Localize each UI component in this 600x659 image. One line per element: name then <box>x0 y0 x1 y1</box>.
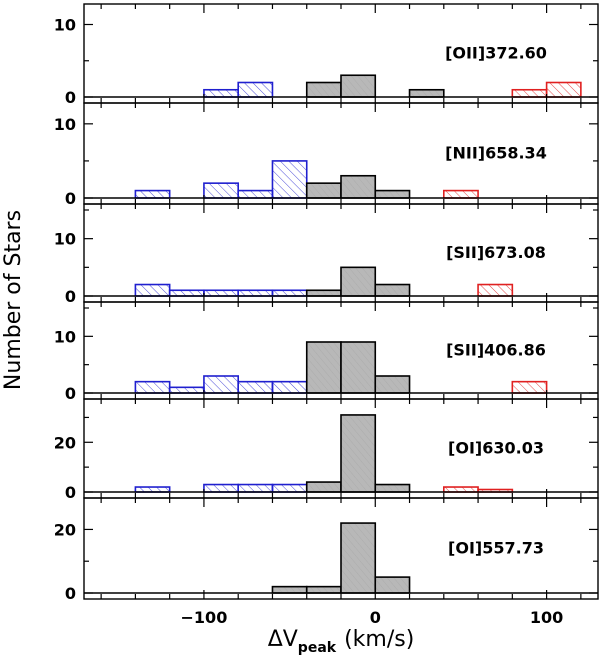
y-tick-label: 0 <box>65 88 76 107</box>
x-tick-label: −100 <box>181 608 228 627</box>
panel-2: 0 10 [NII]658.34 <box>54 102 599 208</box>
bar-blue-4-1 <box>134 380 171 394</box>
y-tick-label: 20 <box>54 520 76 539</box>
bar-gray-1-4 <box>340 74 377 98</box>
bar-gray-5-6 <box>340 414 377 493</box>
bar-blue-1-1 <box>203 88 240 98</box>
axis-titles: ΔVpeak (km/s) Number of Stars <box>1 210 414 656</box>
bar-blue-3-5 <box>271 289 308 297</box>
bar-gray-1-5 <box>408 88 445 98</box>
bar-red-2-8 <box>442 189 479 199</box>
panel-label: [OII]372.60 <box>445 43 547 62</box>
x-tick-label: 0 <box>370 608 381 627</box>
panel-label: [SII]673.08 <box>446 243 546 262</box>
x-axis: −100 0 100 <box>181 608 564 627</box>
y-axis-title: Number of Stars <box>1 210 26 390</box>
panel-3: 0 10 [SII]673.08 <box>54 203 599 306</box>
bar-gray-2-7 <box>374 189 411 199</box>
y-tick-label: 10 <box>54 327 76 346</box>
y-tick-label: 20 <box>54 433 76 452</box>
bar-gray-6-4 <box>374 576 411 594</box>
panel-label: [SII]406.86 <box>446 340 546 359</box>
bar-gray-2-6 <box>340 174 377 199</box>
y-tick-label: 0 <box>65 584 76 603</box>
bar-red-1-6 <box>511 88 548 98</box>
bar-blue-2-1 <box>134 189 171 199</box>
panels-group: 0 10 [OII]372.60 0 10 [NII]658.34 0 10 [SII]673.… <box>54 3 599 603</box>
bar-blue-2-2 <box>203 182 240 199</box>
panel-label: [OI]630.03 <box>448 438 544 457</box>
x-axis-title-unit: (km/s) <box>344 627 414 652</box>
panel-4: 0 10 [SII]406.86 <box>54 301 599 403</box>
y-tick-label: 0 <box>65 483 76 502</box>
bar-blue-3-1 <box>134 283 171 297</box>
bar-gray-3-6 <box>305 289 342 297</box>
bar-blue-5-3 <box>237 483 274 493</box>
bar-gray-6-1 <box>271 585 308 594</box>
panel-1: 0 10 [OII]372.60 <box>54 3 599 107</box>
y-tick-label: 0 <box>65 287 76 306</box>
bar-blue-2-4 <box>271 160 308 199</box>
x-axis-title-main: ΔV <box>268 627 298 652</box>
panel-6: 0 20 [OI]557.73 <box>54 497 599 603</box>
bar-gray-1-3 <box>305 81 342 98</box>
y-tick-label: 10 <box>54 115 76 134</box>
bar-red-3-9 <box>477 283 514 297</box>
panel-label: [NII]658.34 <box>445 144 547 163</box>
y-tick-label: 10 <box>54 230 76 249</box>
bar-gray-2-5 <box>305 182 342 199</box>
bar-gray-3-7 <box>340 266 377 297</box>
bar-gray-6-3 <box>340 522 377 594</box>
y-tick-label: 0 <box>65 189 76 208</box>
bar-blue-1-2 <box>237 81 274 98</box>
y-tick-label: 0 <box>65 384 76 403</box>
bar-gray-4-7 <box>340 341 377 394</box>
bar-blue-4-4 <box>237 380 274 394</box>
bar-blue-2-3 <box>237 189 274 199</box>
bar-red-1-7 <box>545 81 582 98</box>
bar-gray-5-7 <box>374 483 411 493</box>
bar-blue-5-2 <box>203 483 240 493</box>
panel-5: 0 20 [OI]630.03 <box>54 398 599 502</box>
bar-blue-3-3 <box>203 289 240 297</box>
bar-red-4-9 <box>511 380 548 394</box>
bar-gray-4-6 <box>305 341 342 394</box>
bar-gray-6-2 <box>305 585 342 594</box>
bar-blue-4-2 <box>168 386 205 394</box>
x-axis-title-subscript: peak <box>298 640 337 656</box>
bar-gray-5-5 <box>305 481 342 493</box>
bar-blue-4-3 <box>203 375 240 394</box>
bar-blue-3-4 <box>237 289 274 297</box>
panel-label: [OI]557.73 <box>448 539 544 558</box>
x-axis-title: ΔVpeak (km/s) <box>268 627 415 656</box>
y-tick-label: 10 <box>54 16 76 35</box>
bar-blue-5-4 <box>271 483 308 493</box>
x-tick-label: 100 <box>530 608 563 627</box>
bar-gray-3-8 <box>374 283 411 297</box>
bar-gray-4-8 <box>374 375 411 394</box>
bar-blue-3-2 <box>168 289 205 297</box>
bar-blue-4-5 <box>271 380 308 394</box>
